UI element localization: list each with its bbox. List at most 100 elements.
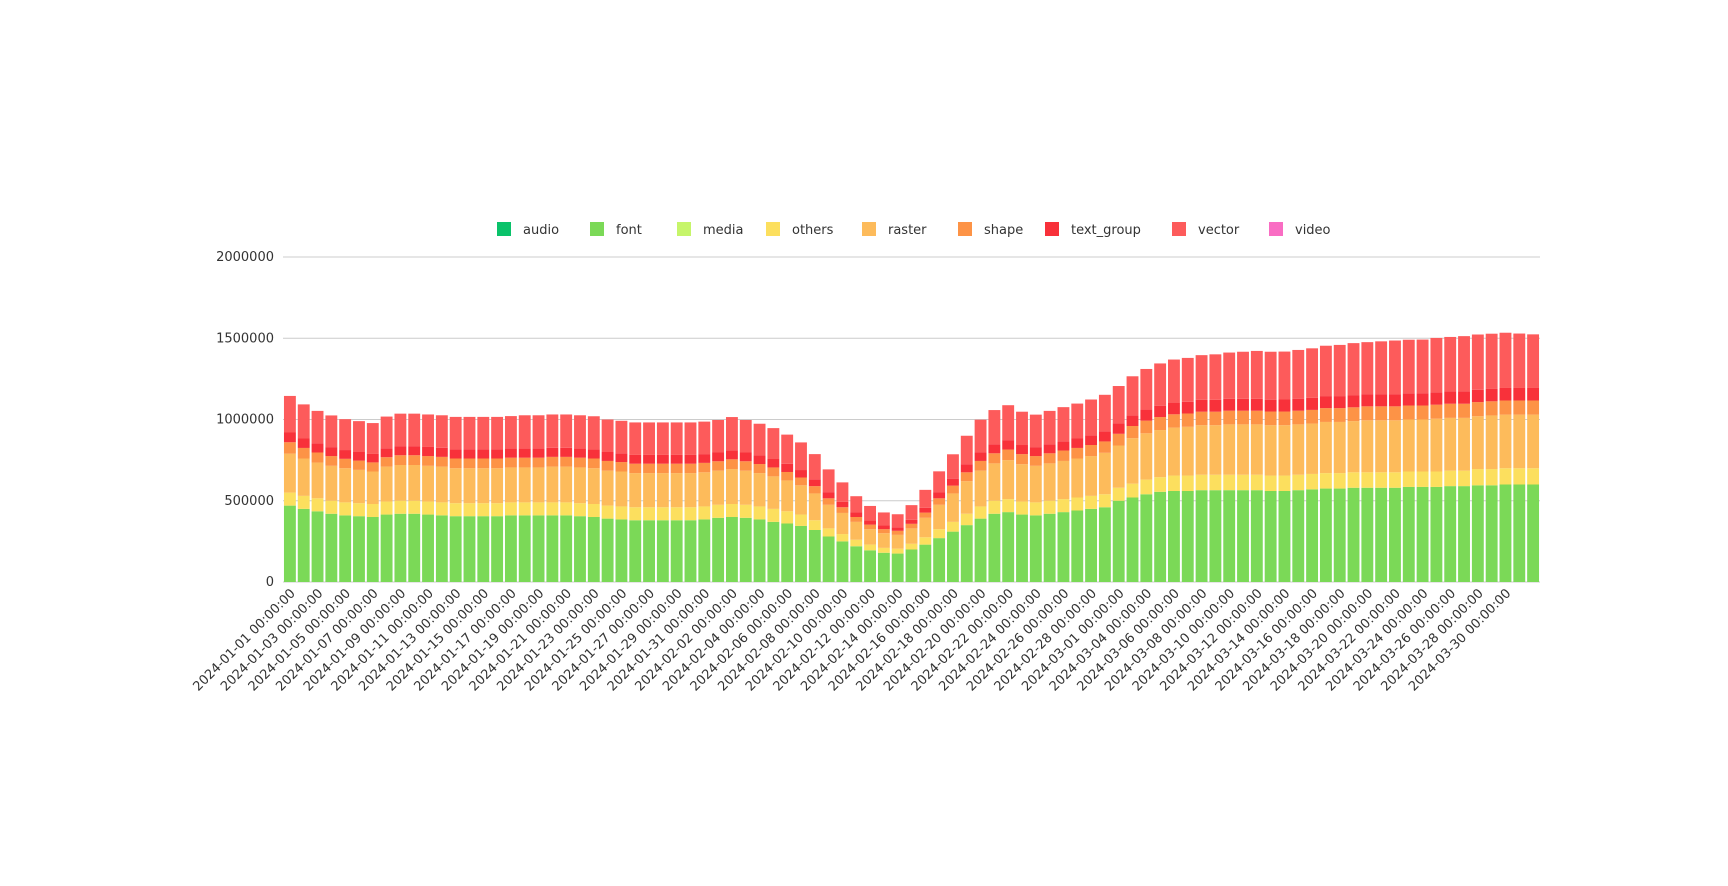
bar-segment-text_group	[380, 448, 393, 458]
bar-segment-others	[1264, 475, 1277, 491]
bar-segment-shape	[339, 458, 352, 469]
bar-segment-raster	[1168, 427, 1180, 476]
bar-segment-vector	[725, 417, 738, 451]
bar-segment-raster	[422, 465, 434, 502]
bar-segment-text_group	[1029, 447, 1042, 457]
bar-segment-text_group	[422, 446, 434, 457]
bar-segment-raster	[1347, 421, 1360, 473]
bar-segment-shape	[435, 456, 448, 467]
bar-segment-others	[1250, 474, 1263, 491]
bar-segment-font	[1319, 488, 1332, 582]
bar-segment-text_group	[435, 447, 448, 457]
bar-segment-shape	[1237, 410, 1249, 425]
bar-segment-others	[1223, 474, 1236, 491]
bar-segment-vector	[739, 419, 752, 453]
bar-segment-raster	[781, 480, 794, 512]
bar-segment-font	[615, 519, 628, 582]
bar-segment-text_group	[1278, 399, 1291, 412]
bar-segment-raster	[1485, 415, 1498, 470]
bar-segment-text_group	[1347, 395, 1360, 408]
bar-segment-shape	[1430, 404, 1443, 419]
bar-segment-font	[1375, 487, 1388, 582]
bar-segment-font	[919, 544, 932, 582]
bar-segment-vector	[698, 421, 711, 455]
bar-segment-vector	[353, 421, 365, 452]
bar-segment-raster	[1250, 424, 1263, 475]
bar-segment-raster	[1292, 424, 1305, 475]
bar-segment-text_group	[1430, 392, 1443, 405]
legend-label: text_group	[1071, 223, 1141, 238]
bar-segment-text_group	[366, 453, 379, 463]
bar-segment-raster	[1499, 414, 1512, 469]
bar-segment-shape	[601, 460, 614, 471]
bar-segment-text_group	[1071, 438, 1084, 448]
bar-segment-shape	[587, 458, 600, 469]
bar-segment-shape	[1098, 441, 1111, 453]
bar-segment-text_group	[1499, 387, 1512, 401]
bar-segment-vector	[1485, 333, 1498, 389]
bar-segment-font	[767, 521, 780, 582]
bar-segment-shape	[449, 458, 462, 469]
bar-segment-raster	[629, 473, 642, 508]
bar-segment-text_group	[574, 448, 586, 458]
bar-segment-text_group	[1264, 399, 1277, 412]
bar-segment-font	[311, 511, 324, 582]
bar-segment-others	[394, 500, 407, 514]
bar-segment-vector	[767, 428, 780, 459]
bar-segment-vector	[864, 505, 877, 521]
bar-segment-font	[850, 546, 863, 582]
bar-segment-text_group	[1513, 387, 1526, 401]
bar-segment-others	[1361, 472, 1374, 488]
bar-segment-font	[808, 530, 821, 582]
bar-segment-vector	[449, 416, 462, 450]
bar-segment-font	[891, 553, 904, 582]
bar-segment-text_group	[753, 455, 766, 465]
y-tick-label: 500000	[224, 494, 274, 509]
bar-segment-others	[560, 502, 573, 516]
bar-segment-raster	[946, 493, 959, 522]
bar-segment-shape	[394, 455, 407, 465]
bar-segment-raster	[532, 467, 545, 503]
bar-segment-others	[919, 537, 932, 545]
bar-segment-others	[532, 502, 545, 516]
bar-segment-vector	[601, 419, 614, 452]
bar-segment-shape	[919, 512, 932, 518]
bar-segment-others	[1278, 475, 1291, 491]
bar-segment-text_group	[836, 501, 849, 508]
legend-swatch	[1045, 222, 1059, 236]
bar-segment-shape	[477, 458, 490, 469]
bar-segment-shape	[1264, 411, 1277, 426]
bar-segment-font	[1292, 490, 1305, 582]
bar-segment-others	[283, 492, 296, 506]
bar-segment-text_group	[919, 507, 932, 513]
bar-segment-vector	[587, 416, 600, 450]
bar-segment-raster	[1471, 416, 1484, 470]
bar-segment-shape	[1209, 411, 1222, 426]
bar-segment-raster	[753, 473, 766, 507]
bar-segment-raster	[449, 468, 462, 504]
bar-segment-font	[1209, 490, 1222, 582]
bar-segment-text_group	[1140, 409, 1153, 421]
bar-segment-others	[1416, 471, 1429, 487]
bar-segment-text_group	[587, 449, 600, 459]
legend-label: media	[703, 223, 744, 238]
bar-segment-others	[767, 508, 780, 522]
bar-segment-others	[477, 503, 490, 517]
y-tick-label: 0	[266, 575, 274, 590]
bar-segment-others	[449, 503, 462, 517]
bar-segment-vector	[1250, 350, 1263, 399]
bar-segment-others	[1181, 475, 1194, 491]
bar-segment-font	[1223, 490, 1236, 582]
legend-swatch	[497, 222, 511, 236]
bar-segment-text_group	[1168, 402, 1180, 415]
bar-segment-raster	[877, 533, 890, 548]
bar-segment-shape	[1043, 453, 1056, 464]
bar-segment-text_group	[1375, 394, 1388, 407]
bar-segment-others	[1319, 473, 1332, 489]
bar-segment-vector	[1402, 339, 1415, 394]
bar-segment-text_group	[1237, 398, 1249, 411]
bar-segment-vector	[643, 422, 655, 455]
legend-label: font	[616, 223, 642, 238]
bar-segment-text_group	[712, 452, 725, 462]
bar-segment-raster	[767, 476, 780, 509]
